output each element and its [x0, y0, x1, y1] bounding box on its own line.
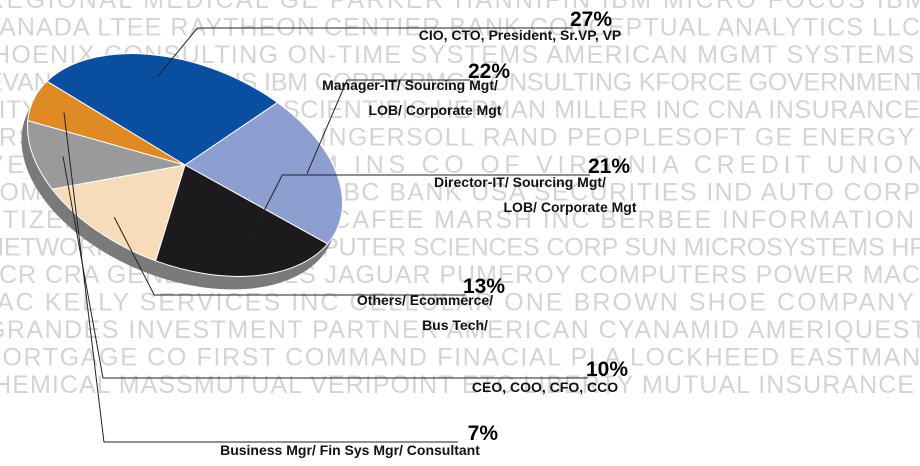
- pie-slice: [184, 101, 344, 245]
- background-text: MAC KELLY SERVICES INC CELLULAR ONE BROW…: [0, 289, 914, 317]
- background-text: CHEMICAL MASSMUTUAL VERIPOINT ETC LIBERT…: [0, 371, 914, 399]
- percent-label: 22%: [468, 60, 510, 83]
- slice-label: Business Mgr/ Fin Sys Mgr/ Consultant: [220, 442, 480, 458]
- background-text: REGIONAL MEDICAL GE PARKER HANNIFIN IBM …: [0, 0, 920, 14]
- background-text: MORTGAGE CO FIRST COMMAND FINACIAL PLA L…: [0, 344, 920, 372]
- leader-line: [63, 112, 458, 443]
- background-text: GRANDES INVESTMENT PARTNER AMERICAN CYAN…: [0, 316, 920, 344]
- slice-label: Bus Tech/: [422, 317, 488, 333]
- pie-slice: [46, 53, 279, 166]
- leader-line: [306, 79, 470, 174]
- slice-label: Manager-IT/ Sourcing Mgt/: [322, 77, 498, 93]
- percent-label: 27%: [570, 8, 612, 31]
- pie-slice: [154, 164, 329, 277]
- leader-line: [62, 156, 588, 379]
- percent-label: 21%: [588, 155, 630, 178]
- leader-line: [113, 217, 465, 296]
- pie-slice: [51, 164, 186, 262]
- pie-slice: [27, 80, 186, 166]
- leader-line: [157, 27, 572, 77]
- slice-label: CEO, COO, CFO, CCO: [472, 379, 618, 395]
- slice-label: LOB/ Corporate Mgt: [504, 199, 637, 215]
- slice-label: LOB/ Corporate Mgt: [369, 102, 502, 118]
- slice-label: Director-IT/ Sourcing Mgt/: [434, 174, 606, 190]
- slice-label: CIO, CTO, President, Sr.VP, VP: [419, 27, 622, 43]
- percent-label: 10%: [586, 358, 628, 381]
- percent-label: 13%: [463, 275, 505, 298]
- slice-label: Others/ Ecommerce/: [357, 292, 493, 308]
- leader-line: [241, 174, 590, 254]
- percent-label: 7%: [468, 422, 499, 445]
